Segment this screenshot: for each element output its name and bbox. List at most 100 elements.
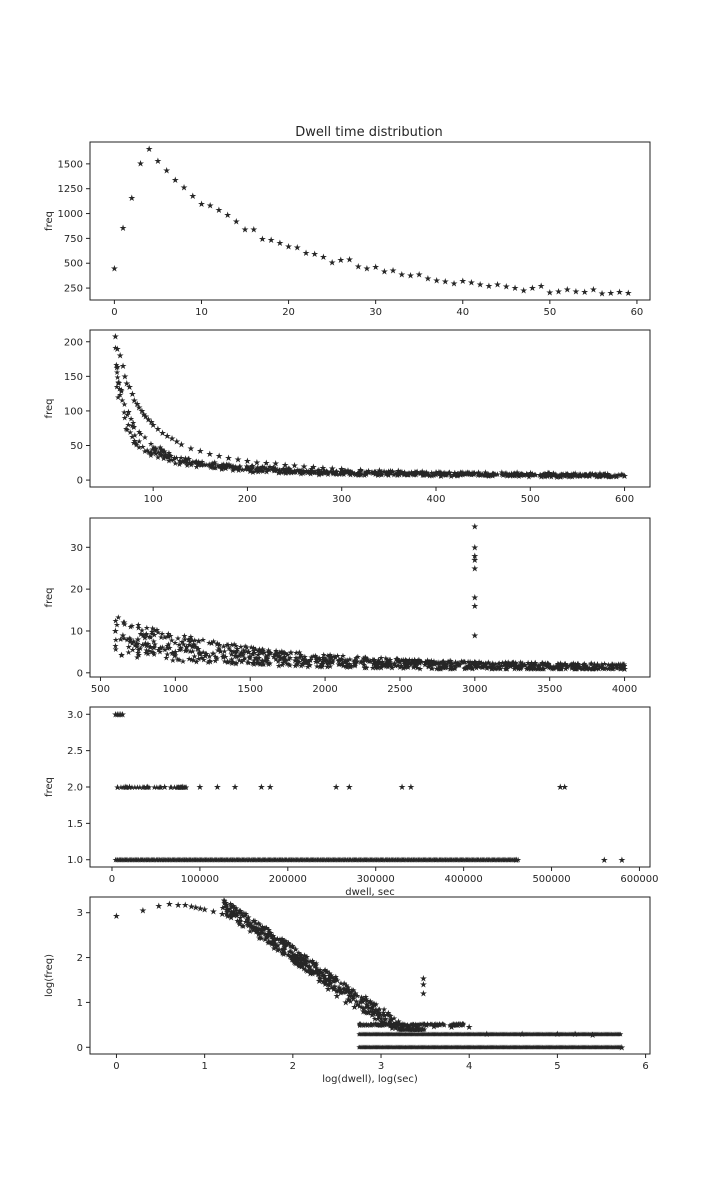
cloud-point: ★ xyxy=(240,856,247,865)
cloud-point: ★ xyxy=(216,856,223,865)
cloud-point: ★ xyxy=(593,664,600,673)
cloud-point: ★ xyxy=(588,471,595,480)
cloud-point: ★ xyxy=(482,471,489,480)
cloud-point: ★ xyxy=(236,652,243,661)
cloud-point: ★ xyxy=(148,856,155,865)
cloud-point: ★ xyxy=(617,660,624,669)
data-point: ★ xyxy=(351,1003,359,1013)
cloud-point: ★ xyxy=(425,470,432,479)
cloud-point: ★ xyxy=(138,856,145,865)
cloud-point: ★ xyxy=(338,656,345,665)
x-tick-label: 300000 xyxy=(357,874,395,885)
cloud-point: ★ xyxy=(185,636,192,645)
data-point: ★ xyxy=(368,1011,376,1021)
cloud-point: ★ xyxy=(239,651,246,660)
data-point: ★ xyxy=(147,418,155,428)
cloud-point: ★ xyxy=(229,856,236,865)
cloud-point: ★ xyxy=(320,469,327,478)
cloud-point: ★ xyxy=(465,663,472,672)
cloud-point: ★ xyxy=(189,457,196,466)
cloud-point: ★ xyxy=(458,657,465,666)
cloud-point: ★ xyxy=(258,934,265,943)
cloud-point: ★ xyxy=(595,472,602,481)
cloud-point: ★ xyxy=(585,471,592,480)
cloud-point: ★ xyxy=(600,471,607,480)
cloud-point: ★ xyxy=(169,656,176,665)
cloud-point: ★ xyxy=(602,664,609,673)
cloud-point: ★ xyxy=(483,471,490,480)
cloud-point: ★ xyxy=(220,460,227,469)
cloud-point: ★ xyxy=(245,658,252,667)
cloud-point: ★ xyxy=(502,469,509,478)
cloud-point: ★ xyxy=(396,856,403,865)
cloud-point: ★ xyxy=(543,471,550,480)
cloud-point: ★ xyxy=(452,664,459,673)
cloud-point: ★ xyxy=(530,661,537,670)
cloud-point: ★ xyxy=(565,471,572,480)
cloud-point: ★ xyxy=(130,418,137,427)
cloud-point: ★ xyxy=(195,457,202,466)
cloud-point: ★ xyxy=(446,468,453,477)
cloud-point: ★ xyxy=(428,468,435,477)
cloud-point: ★ xyxy=(196,649,203,658)
cloud-point: ★ xyxy=(237,909,244,918)
cloud-point: ★ xyxy=(413,468,420,477)
cloud-point: ★ xyxy=(114,362,121,371)
cloud-point: ★ xyxy=(364,655,371,664)
cloud-point: ★ xyxy=(278,647,285,656)
cloud-point: ★ xyxy=(130,423,137,432)
cloud-point: ★ xyxy=(195,637,202,646)
cloud-point: ★ xyxy=(616,664,623,673)
data-point: ★ xyxy=(280,946,288,956)
cloud-point: ★ xyxy=(463,664,470,673)
cloud-point: ★ xyxy=(490,470,497,479)
data-point: ★ xyxy=(178,783,186,793)
cloud-point: ★ xyxy=(211,856,218,865)
cloud-point: ★ xyxy=(285,469,292,478)
cloud-point: ★ xyxy=(514,856,521,865)
data-point: ★ xyxy=(197,200,205,210)
figure-title: Dwell time distribution xyxy=(295,125,443,140)
cloud-point: ★ xyxy=(271,650,278,659)
cloud-point: ★ xyxy=(353,654,360,663)
cloud-point: ★ xyxy=(375,856,382,865)
cloud-point: ★ xyxy=(169,856,176,865)
cloud-point: ★ xyxy=(119,856,126,865)
axes-frame xyxy=(89,329,651,488)
cloud-point: ★ xyxy=(387,656,394,665)
data-point: ★ xyxy=(134,635,142,645)
cloud-point: ★ xyxy=(323,856,330,865)
cloud-point: ★ xyxy=(219,464,226,473)
cloud-point: ★ xyxy=(182,458,189,467)
cloud-point: ★ xyxy=(586,472,593,481)
cloud-point: ★ xyxy=(501,856,508,865)
cloud-point: ★ xyxy=(377,663,384,672)
cloud-point: ★ xyxy=(157,783,164,792)
cloud-point: ★ xyxy=(428,856,435,865)
cloud-point: ★ xyxy=(137,630,144,639)
cloud-point: ★ xyxy=(180,783,187,792)
cloud-point: ★ xyxy=(183,459,190,468)
data-point: ★ xyxy=(333,992,341,1002)
cloud-point: ★ xyxy=(196,650,203,659)
data-point: ★ xyxy=(501,661,509,671)
data-point: ★ xyxy=(511,284,519,294)
cloud-point: ★ xyxy=(351,856,358,865)
data-point: ★ xyxy=(311,250,319,260)
cloud-point: ★ xyxy=(482,471,489,480)
data-point: ★ xyxy=(154,157,162,167)
cloud-point: ★ xyxy=(406,1025,413,1034)
cloud-point: ★ xyxy=(517,471,524,480)
cloud-point: ★ xyxy=(149,445,156,454)
cloud-point: ★ xyxy=(114,783,121,792)
cloud-point: ★ xyxy=(473,660,480,669)
cloud-point: ★ xyxy=(288,467,295,476)
cloud-point: ★ xyxy=(426,657,433,666)
cloud-point: ★ xyxy=(394,656,401,665)
y-tick-label: 0 xyxy=(77,476,83,487)
cloud-point: ★ xyxy=(317,655,324,664)
cloud-point: ★ xyxy=(309,970,316,979)
cloud-point: ★ xyxy=(143,641,150,650)
cloud-point: ★ xyxy=(319,856,326,865)
data-point: ★ xyxy=(589,1031,597,1041)
